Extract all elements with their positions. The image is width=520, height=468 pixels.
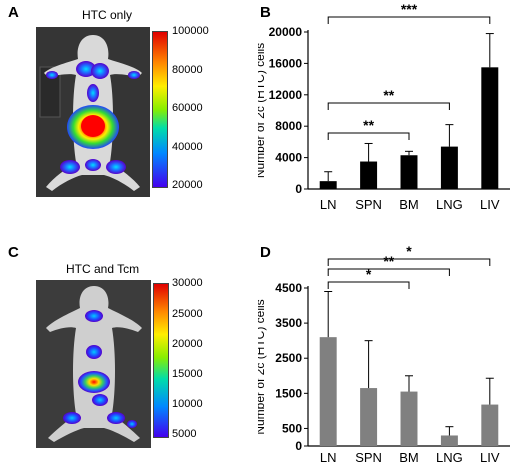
category-label: LN [320,450,337,465]
y-axis-label: Number of 2c (HTC) cells [258,299,267,434]
category-label: SPN [355,197,382,212]
y-tick-label: 4500 [275,281,302,295]
chart-d: 0 500 1500 2500 3500 4500 Number of 2c (HTC) c… [258,243,510,465]
category-label: BM [399,450,419,465]
bar [481,404,499,446]
significance-label: ** [363,117,374,133]
y-tick-label: 4000 [275,151,302,165]
bar [319,337,337,446]
bar [400,391,418,446]
bar [360,161,378,189]
colorbar-a-tick: 100000 [172,25,209,37]
colorbar-a-tick: 80000 [172,64,203,76]
significance-bracket [327,132,410,140]
y-tick-label: 20000 [269,25,303,39]
mouse-bioluminescence-c [36,280,151,448]
category-label: LNG [436,197,463,212]
bar [440,146,458,189]
significance-label: ** [383,253,394,269]
y-tick-label: 1500 [275,386,302,400]
y-tick-label: 0 [295,182,302,196]
category-label: LN [320,197,337,212]
significance-bracket [327,281,410,289]
colorbar-c-tick: 5000 [172,428,197,440]
colorbar-c-tick: 30000 [172,277,203,289]
significance-label: * [406,243,412,259]
y-tick-label: 3500 [275,316,302,330]
significance-bracket [327,268,450,276]
colorbar-a-tick: 20000 [172,179,203,191]
panel-a-title: HTC only [82,8,133,22]
panel-letter-c: C [8,244,19,261]
colorbar-c-tick: 20000 [172,338,203,350]
panel-letter-a: A [8,4,19,21]
y-tick-label: 8000 [275,119,302,133]
bar [481,67,499,189]
category-label: BM [399,197,419,212]
significance-bracket [327,258,491,266]
bar [319,181,337,189]
y-tick-label: 500 [282,421,302,435]
mouse-image-htc-and-tcm [36,280,151,448]
colorbar-c-tick: 25000 [172,308,203,320]
colorbar-c-tick: 15000 [172,368,203,380]
mouse-image-htc-only [36,27,150,197]
y-tick-label: 0 [295,439,302,453]
significance-bracket [327,102,450,110]
colorbar-a-tick: 60000 [172,102,203,114]
significance-label: *** [401,1,418,17]
y-axis-label: Number of 2c (HTC) cells [258,43,267,178]
panel-letter-b: B [260,4,271,21]
colorbar-c [153,283,169,438]
y-tick-label: 12000 [269,88,303,102]
bar [400,155,418,189]
colorbar-a [152,31,168,188]
colorbar-a-tick: 40000 [172,141,203,153]
category-label: LIV [480,450,500,465]
y-tick-label: 2500 [275,351,302,365]
y-tick-label: 16000 [269,56,303,70]
significance-label: ** [383,87,394,103]
mouse-bioluminescence-a [36,27,150,197]
bar [360,388,378,446]
category-label: LNG [436,450,463,465]
panel-letter-d: D [260,244,271,261]
category-label: SPN [355,450,382,465]
panel-c-title: HTC and Tcm [66,262,140,276]
category-label: LIV [480,197,500,212]
significance-label: * [366,266,372,282]
significance-bracket [327,16,491,24]
colorbar-c-tick: 10000 [172,398,203,410]
bar [440,435,458,446]
